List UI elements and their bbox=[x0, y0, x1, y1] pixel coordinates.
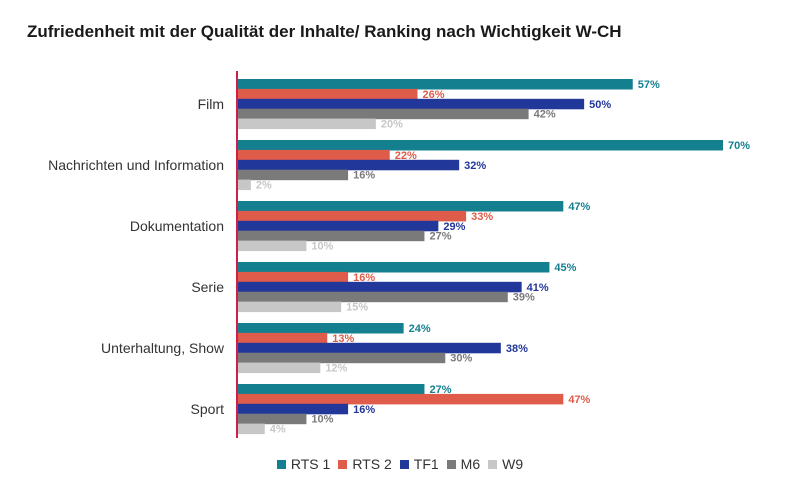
value-label: 27% bbox=[429, 384, 451, 396]
value-label: 42% bbox=[534, 109, 556, 121]
bar-rts-2-4 bbox=[237, 332, 328, 344]
chart-title: Zufriedenheit mit der Qualität der Inhal… bbox=[27, 22, 622, 41]
legend-item: M6 bbox=[446, 456, 481, 472]
bar-m6-0 bbox=[237, 108, 529, 120]
value-label: 45% bbox=[554, 262, 576, 274]
bar-rts-2-2 bbox=[237, 210, 467, 222]
bar-chart: 57%26%50%42%20%70%22%32%16%2%47%33%29%27… bbox=[48, 71, 750, 438]
bars-group bbox=[237, 79, 723, 435]
value-label: 20% bbox=[381, 119, 403, 131]
bar-rts-2-1 bbox=[237, 149, 390, 161]
value-label: 16% bbox=[353, 272, 375, 284]
value-label: 38% bbox=[506, 343, 528, 355]
bar-tf1-4 bbox=[237, 342, 501, 354]
value-label: 26% bbox=[423, 89, 445, 101]
value-label: 2% bbox=[256, 180, 272, 192]
bar-rts-1-3 bbox=[237, 262, 550, 273]
bar-rts-2-5 bbox=[237, 393, 564, 405]
value-label: 4% bbox=[270, 424, 286, 436]
bar-tf1-3 bbox=[237, 281, 522, 293]
value-label: 39% bbox=[513, 292, 535, 304]
legend-label: TF1 bbox=[413, 456, 439, 472]
bar-w9-1 bbox=[237, 179, 251, 191]
legend-swatch bbox=[399, 460, 409, 469]
category-label: Dokumentation bbox=[130, 218, 224, 234]
value-label: 32% bbox=[464, 160, 486, 172]
legend-item: RTS 1 bbox=[276, 456, 331, 472]
legend-swatch bbox=[488, 460, 498, 469]
bar-tf1-0 bbox=[237, 98, 585, 110]
bar-rts-1-5 bbox=[237, 384, 425, 395]
bar-rts-2-3 bbox=[237, 271, 349, 283]
category-label: Sport bbox=[191, 401, 225, 417]
value-label: 33% bbox=[471, 211, 493, 223]
bar-rts-2-0 bbox=[237, 88, 418, 100]
legend-swatch bbox=[338, 460, 348, 469]
legend-swatch bbox=[276, 460, 286, 469]
bar-rts-1-4 bbox=[237, 323, 404, 334]
bar-w9-5 bbox=[237, 423, 265, 435]
bar-m6-4 bbox=[237, 352, 446, 364]
legend-label: RTS 2 bbox=[352, 456, 392, 472]
value-label: 27% bbox=[429, 231, 451, 243]
value-label: 12% bbox=[325, 363, 347, 375]
legend-swatch bbox=[446, 460, 456, 469]
bar-m6-2 bbox=[237, 230, 425, 242]
value-label: 70% bbox=[728, 140, 750, 152]
category-label: Serie bbox=[191, 279, 224, 295]
bar-tf1-5 bbox=[237, 403, 349, 415]
value-label: 10% bbox=[311, 241, 333, 253]
value-label: 47% bbox=[568, 201, 590, 213]
bar-rts-1-0 bbox=[237, 79, 633, 90]
value-label: 10% bbox=[311, 414, 333, 426]
legend-label: W9 bbox=[502, 456, 524, 472]
value-label: 41% bbox=[527, 282, 549, 294]
bar-tf1-1 bbox=[237, 159, 460, 171]
value-label: 47% bbox=[568, 394, 590, 406]
legend-item: TF1 bbox=[399, 456, 439, 472]
category-label: Film bbox=[198, 96, 224, 112]
bar-w9-3 bbox=[237, 301, 342, 313]
bar-w9-4 bbox=[237, 362, 321, 374]
value-labels-group: 57%26%50%42%20%70%22%32%16%2%47%33%29%27… bbox=[256, 79, 750, 436]
value-label: 29% bbox=[443, 221, 465, 233]
category-labels-group: Film Nachrichten und Information Dokumenta… bbox=[48, 96, 225, 417]
bar-m6-3 bbox=[237, 291, 508, 303]
value-label: 24% bbox=[409, 323, 431, 335]
bar-w9-2 bbox=[237, 240, 307, 252]
bar-tf1-2 bbox=[237, 220, 439, 232]
value-label: 57% bbox=[638, 79, 660, 91]
legend-label: M6 bbox=[460, 456, 481, 472]
value-label: 16% bbox=[353, 170, 375, 182]
value-label: 22% bbox=[395, 150, 417, 162]
category-label: Unterhaltung, Show bbox=[101, 340, 225, 356]
value-label: 50% bbox=[589, 99, 611, 111]
legend-item: RTS 2 bbox=[338, 456, 392, 472]
legend-label: RTS 1 bbox=[290, 456, 331, 472]
bar-rts-1-2 bbox=[237, 201, 564, 212]
bar-m6-1 bbox=[237, 169, 349, 181]
legend-item: W9 bbox=[488, 456, 523, 472]
value-label: 15% bbox=[346, 302, 368, 314]
value-label: 16% bbox=[353, 404, 375, 416]
bar-rts-1-1 bbox=[237, 140, 723, 151]
bar-w9-0 bbox=[237, 118, 376, 130]
bar-m6-5 bbox=[237, 413, 307, 425]
value-label: 13% bbox=[332, 333, 354, 345]
category-label: Nachrichten und Information bbox=[48, 157, 224, 173]
value-label: 30% bbox=[450, 353, 472, 365]
legend: RTS 1 RTS 2 TF1 M6 W9 bbox=[0, 456, 800, 472]
